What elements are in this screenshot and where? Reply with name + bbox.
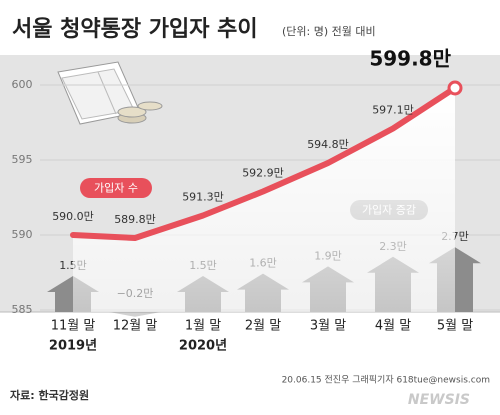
credit: 20.06.15 전진우 그래픽기자 618tue@newsis.com <box>282 375 490 386</box>
y-tick-label: 595 <box>12 153 33 166</box>
bankbook-icon <box>57 61 163 125</box>
x-tick-label: 4월 말 <box>375 319 411 334</box>
line-area <box>73 88 455 312</box>
x-tick-label: 12월 말 <box>113 319 158 334</box>
x-tick-label: 5월 말 <box>437 319 473 334</box>
value-label: 589.8만 <box>114 213 156 226</box>
end-marker <box>447 80 463 96</box>
chart-subtitle: (단위: 명) 전월 대비 <box>282 25 376 38</box>
legend-pill <box>80 178 152 198</box>
legend-label: 가입자 수 <box>94 182 138 195</box>
x-year-label: 2020년 <box>179 339 227 354</box>
value-label: 590.0만 <box>52 210 94 223</box>
y-tick-label: 600 <box>12 78 33 91</box>
source: 자료: 한국감정원 <box>10 388 89 402</box>
value-label: 591.3만 <box>182 191 224 204</box>
x-year-label: 2019년 <box>49 339 97 354</box>
x-tick-label: 3월 말 <box>310 319 346 334</box>
y-tick-label: 590 <box>12 228 33 241</box>
value-label: 594.8만 <box>307 138 349 151</box>
x-tick-label: 11월 말 <box>51 319 96 334</box>
line <box>70 85 458 241</box>
value-label: 592.9만 <box>242 167 284 180</box>
watermark: NEWSIS <box>408 392 470 408</box>
value-label: 597.1만 <box>372 104 414 117</box>
value-label: 599.8만 <box>369 47 451 71</box>
y-tick-label: 585 <box>12 303 33 316</box>
chart-title: 서울 청약통장 가입자 추이 <box>12 17 258 42</box>
change-arrow <box>109 312 161 317</box>
x-tick-label: 2월 말 <box>245 319 281 334</box>
legend-item: 가입자 수 <box>80 178 152 198</box>
x-tick-label: 1월 말 <box>185 319 221 334</box>
